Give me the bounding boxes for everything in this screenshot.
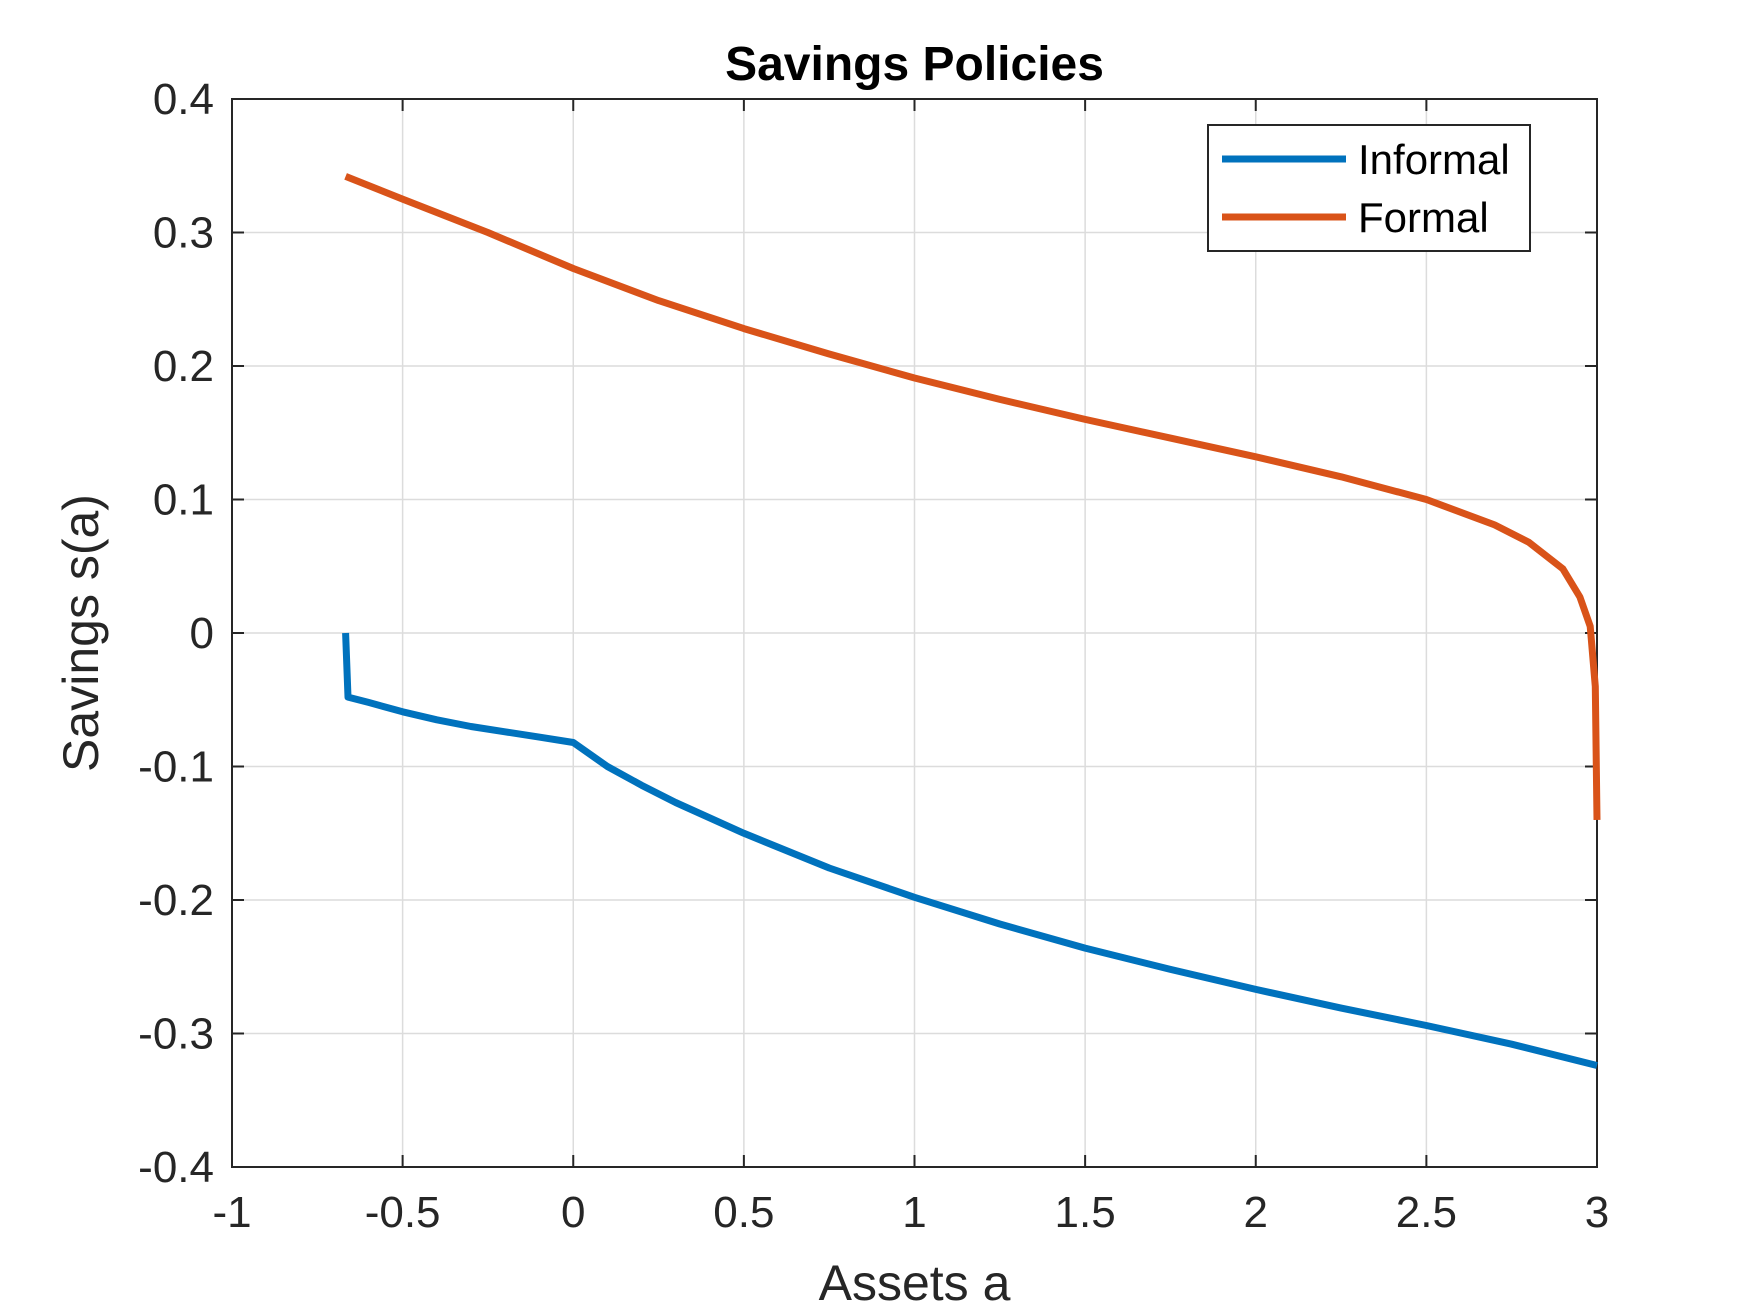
y-tick-label: -0.1	[138, 743, 214, 792]
y-tick-label: 0.1	[153, 476, 214, 525]
x-tick-label: -0.5	[365, 1188, 441, 1237]
y-tick-label: 0.4	[153, 75, 214, 124]
x-tick-label: 2	[1244, 1188, 1268, 1237]
legend-box	[1207, 124, 1531, 252]
chart-title: Savings Policies	[725, 38, 1104, 91]
y-tick-label: -0.3	[138, 1010, 214, 1059]
x-axis-label: Assets a	[819, 1255, 1011, 1311]
x-tick-label: -1	[212, 1188, 251, 1237]
x-tick-label: 1	[902, 1188, 926, 1237]
y-tick-label: 0.3	[153, 209, 214, 258]
legend-label-informal: Informal	[1358, 136, 1510, 183]
y-tick-label: 0	[190, 609, 214, 658]
y-axis-label: Savings s(a)	[53, 494, 109, 772]
legend: Informal Formal	[1207, 124, 1531, 252]
y-tick-label: 0.2	[153, 342, 214, 391]
x-tick-label: 3	[1585, 1188, 1609, 1237]
series-line-formal	[344, 173, 1601, 820]
legend-label-formal: Formal	[1358, 194, 1489, 241]
x-tick-label: 2.5	[1396, 1188, 1457, 1237]
y-tick-label: -0.4	[138, 1143, 214, 1192]
series-lines	[342, 173, 1601, 1069]
x-tick-label: 1.5	[1055, 1188, 1116, 1237]
x-tick-label: 0.5	[713, 1188, 774, 1237]
axis-ticks: -1 -0.5 0 0.5 1 1.5 2 2.5 3 -0.4 -0.3 -0.2 -0.1 0 0.1 0…	[138, 75, 1609, 1237]
y-tick-label: -0.2	[138, 876, 214, 925]
series-line-informal	[342, 632, 1598, 1069]
x-tick-label: 0	[561, 1188, 585, 1237]
